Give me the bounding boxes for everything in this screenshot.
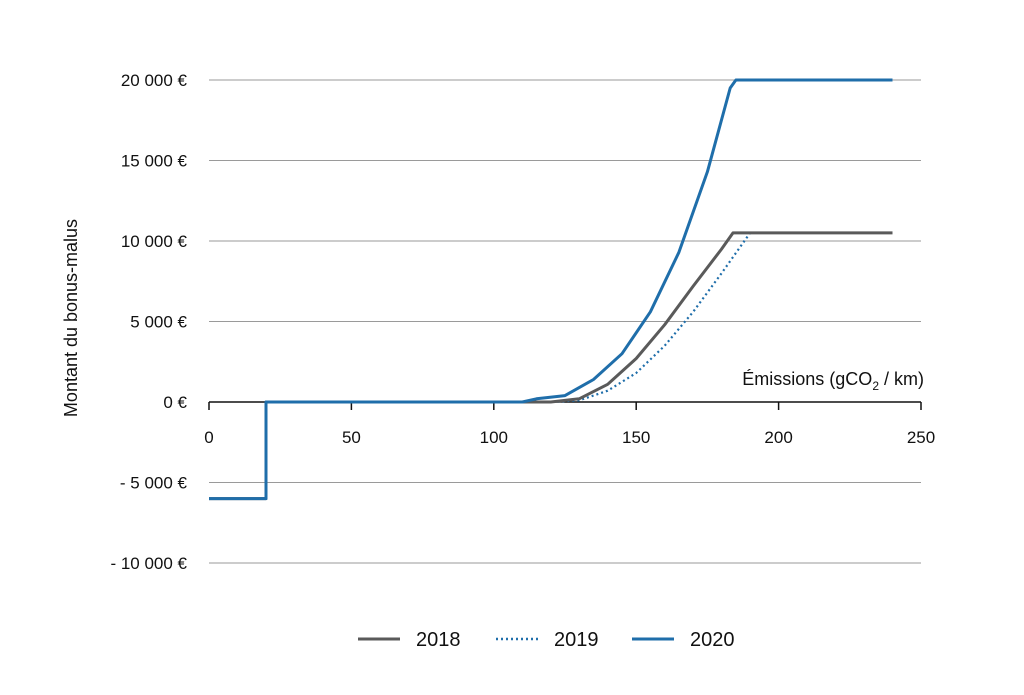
y-tick-label: - 10 000 € <box>110 554 187 573</box>
y-tick-labels: 20 000 € 15 000 € 10 000 € 5 000 € 0 € - 5 00… <box>110 71 187 573</box>
x-tick-label: 100 <box>480 428 508 447</box>
series-line-2020 <box>209 78 893 501</box>
x-tick-label: 150 <box>622 428 650 447</box>
series-lines <box>209 78 893 501</box>
x-tick-label: 0 <box>204 428 213 447</box>
x-axis-title-subscript: 2 <box>872 379 879 393</box>
legend-label-2019: 2019 <box>554 629 599 651</box>
y-axis-title: Montant du bonus-malus <box>61 219 81 417</box>
x-tick-label: 200 <box>764 428 792 447</box>
legend: 2018 2019 2020 <box>358 629 735 651</box>
x-tick-label: 50 <box>342 428 361 447</box>
x-tick-labels: 0 50 100 150 200 250 <box>204 428 935 447</box>
x-axis-title-main: Émissions (gCO <box>742 369 872 389</box>
legend-label-2018: 2018 <box>416 629 461 651</box>
y-tick-label: 5 000 € <box>130 313 187 332</box>
y-tick-label: 20 000 € <box>121 71 188 90</box>
y-tick-label: 15 000 € <box>121 152 188 171</box>
gridlines <box>208 79 922 564</box>
legend-label-2020: 2020 <box>690 629 735 651</box>
y-tick-label: 10 000 € <box>121 232 188 251</box>
x-axis-title-tail: / km) <box>879 369 924 389</box>
series-line-2019 <box>209 231 893 500</box>
x-tick-label: 250 <box>907 428 935 447</box>
y-tick-label: - 5 000 € <box>120 474 188 493</box>
series-line-2018 <box>209 231 893 501</box>
x-axis-title: Émissions (gCO2 / km) <box>742 369 924 393</box>
y-tick-label: 0 € <box>163 393 187 412</box>
